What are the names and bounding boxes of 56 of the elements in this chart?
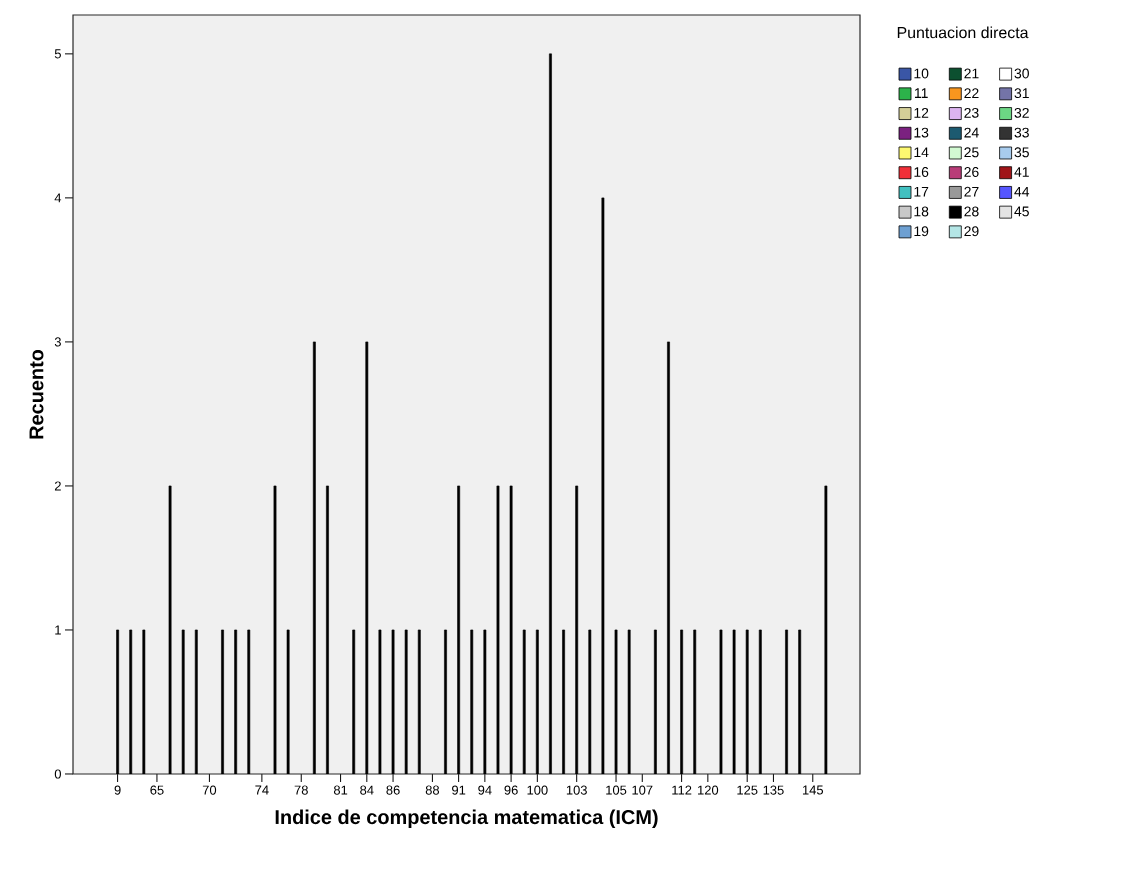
x-tick-label: 74 <box>255 785 269 795</box>
legend-title: Puntuacion directa <box>897 26 1029 39</box>
legend-label: 16 <box>914 167 929 177</box>
legend-label: 30 <box>1014 68 1029 79</box>
x-tick-label: 135 <box>763 785 784 795</box>
x-tick-label: 88 <box>425 785 440 795</box>
legend-label: 14 <box>914 147 929 158</box>
legend-label: 21 <box>964 68 979 79</box>
x-tick-label: 107 <box>632 785 653 795</box>
y-axis-title: Recuento <box>29 349 44 439</box>
y-tick-label: 2 <box>54 481 61 491</box>
legend-label: 41 <box>1014 167 1029 177</box>
x-tick-label: 84 <box>360 785 374 795</box>
legend-label: 32 <box>1014 107 1029 118</box>
x-tick-label: 70 <box>202 785 217 795</box>
y-tick-label: 4 <box>54 193 62 203</box>
x-tick-label: 112 <box>672 785 692 795</box>
legend-label: 45 <box>1014 206 1029 217</box>
y-tick-label: 3 <box>54 337 61 347</box>
legend-label: 44 <box>1014 186 1030 197</box>
x-tick-label: 120 <box>698 785 719 795</box>
x-axis-title: Indice de competencia matematica (ICM) <box>275 809 658 829</box>
legend-label: 31 <box>1014 88 1029 99</box>
legend-label: 13 <box>914 127 929 138</box>
legend-label: 33 <box>1014 127 1029 138</box>
legend-label: 26 <box>964 167 979 177</box>
x-tick-label: 65 <box>150 785 164 795</box>
legend-label: 35 <box>1014 147 1029 158</box>
legend-label: 24 <box>964 127 979 138</box>
x-tick-label: 103 <box>566 785 587 795</box>
x-tick-label: 125 <box>737 785 758 795</box>
x-tick-label: 105 <box>606 785 627 795</box>
x-tick-label: 91 <box>452 785 466 795</box>
legend-label: 19 <box>914 226 929 237</box>
x-tick-label: 96 <box>504 785 518 795</box>
legend-label: 23 <box>964 107 979 118</box>
legend-label: 29 <box>964 226 979 237</box>
y-tick-label: 0 <box>54 769 61 779</box>
x-tick-label: 78 <box>294 785 308 795</box>
legend-label: 22 <box>964 88 979 98</box>
x-tick-label: 81 <box>333 785 348 795</box>
legend-label: 17 <box>914 186 929 197</box>
x-tick-label: 86 <box>386 785 400 795</box>
y-tick-label: 1 <box>55 625 61 635</box>
legend-label: 25 <box>964 147 979 158</box>
y-tick-label: 5 <box>54 49 61 59</box>
legend-label: 10 <box>914 68 929 79</box>
legend-label: 11 <box>914 88 928 98</box>
legend-label: 18 <box>914 206 929 217</box>
legend-label: 12 <box>914 107 929 118</box>
legend-label: 27 <box>964 186 979 197</box>
x-tick-label: 145 <box>802 785 824 795</box>
x-tick-label: 9 <box>114 785 121 795</box>
legend-label: 28 <box>964 206 979 217</box>
x-tick-label: 100 <box>527 785 548 795</box>
x-tick-label: 94 <box>478 785 492 795</box>
